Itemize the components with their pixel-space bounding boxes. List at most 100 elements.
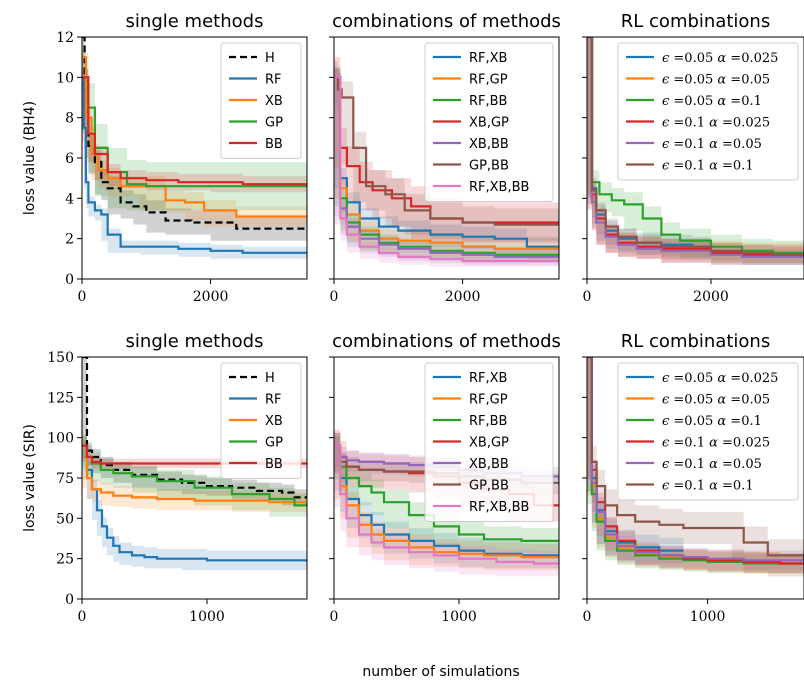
legend-label: RF,XB [469,371,507,386]
legend-eps: =0.05 [669,94,717,109]
legend-eps: =0.05 [669,393,717,408]
x-tick-label: 0 [330,289,339,305]
series-band-0 [334,67,559,259]
legend: RF,XB RF,GP RF,BB XB,GP XB,BB GP,BB RF,XB,BB [424,42,554,202]
plot-area [587,37,804,265]
x-tick-label: 0 [583,289,592,305]
subplot-title: single methods [126,11,264,32]
subplot-3: single methods loss value (SIR) 0 25 50 75 100… [22,331,308,625]
series-band-5 [587,37,804,263]
x-tick-label: 2000 [693,289,729,305]
series-band-1 [82,71,307,259]
series-band-2 [334,432,559,554]
y-tick-label: 0 [65,592,74,608]
legend-label: BB [265,457,283,472]
legend-label: ϵ =0.05 α =0.05 [662,73,770,88]
subplot-title: combinations of methods [332,11,561,32]
legend-box [617,362,799,501]
series-band-5 [334,61,559,241]
legend-alpha: =0.05 [726,73,770,88]
legend: ϵ =0.05 α =0.025 ϵ =0.05 α =0.05 ϵ =0.05 α… [617,362,799,501]
series-band-1 [334,432,559,570]
series-band-3 [587,37,804,265]
legend-eps: =0.1 [669,479,709,494]
series-band-0 [82,357,307,506]
legend: RF,XB RF,GP RF,BB XB,GP XB,BB GP,BB RF,XB,BB [424,362,554,522]
legend-eps: =0.05 [669,414,717,429]
subplot-title: combinations of methods [332,331,561,352]
legend-alpha: =0.025 [718,436,770,451]
series-band-4 [587,357,804,570]
legend-label: GP [265,436,283,451]
legend-label: H [265,51,275,66]
legend-label: XB,GP [469,116,509,131]
legend-alpha: =0.025 [726,51,778,66]
series-band-1 [587,357,804,574]
series-band-0 [82,37,307,241]
legend: H RF XB GP BB [220,362,302,479]
y-tick-label: 6 [65,151,74,167]
legend-eps: =0.1 [669,159,709,174]
legend-box [220,362,302,479]
series-band-1 [587,37,804,263]
legend-label: ϵ =0.1 α =0.1 [662,479,754,494]
x-tick-label: 2000 [445,289,481,305]
legend: H RF XB GP BB [220,42,302,159]
legend-label: XB [265,414,283,429]
series-line-0 [82,37,307,230]
legend-box [220,42,302,159]
legend-label: XB [265,94,283,109]
series-line-2 [334,444,559,542]
legend-label: RF,BB [469,94,507,109]
legend-label: RF [265,393,282,408]
subplot-0: single methods loss value (BH4) 0 2 4 6 8 10 12 0… [22,11,308,305]
y-tick-label: 25 [56,552,74,568]
subplot-title: RL combinations [621,331,770,352]
series-line-1 [82,76,307,254]
series-line-1 [334,76,559,251]
legend-label: H [265,371,275,386]
legend-label: XB,BB [469,457,509,472]
series-band-0 [587,37,711,257]
x-tick-label: 1000 [441,609,477,625]
legend-eps: =0.05 [669,73,717,88]
legend-box [424,42,554,202]
x-tick-label: 0 [583,609,592,625]
series-line-6 [334,76,559,262]
x-tick-label: 2000 [193,289,229,305]
y-tick-label: 100 [47,431,74,447]
legend-label: XB,BB [469,137,509,152]
plot-area [587,357,804,577]
legend-label: ϵ =0.05 α =0.025 [662,371,778,386]
x-tick-label: 1000 [189,609,225,625]
legend-label: ϵ =0.05 α =0.025 [662,51,778,66]
series-line-2 [82,444,307,504]
y-axis-label: loss value (BH4) [22,101,38,215]
legend-label: GP,BB [469,479,509,494]
legend-label: XB,GP [469,436,509,451]
legend-label: RF,GP [469,73,508,88]
legend-alpha: =0.1 [726,94,762,109]
legend-eps: =0.1 [669,137,709,152]
series-line-0 [82,357,307,499]
legend-box [617,42,799,181]
legend-label: RF [265,73,282,88]
series-band-0 [587,357,684,564]
y-tick-label: 2 [65,232,74,248]
series-line-4 [82,76,307,186]
series-band-3 [334,57,559,243]
legend-eps: =0.1 [669,436,709,451]
y-tick-label: 50 [56,511,74,527]
y-tick-label: 150 [47,350,74,366]
y-tick-label: 125 [47,390,74,406]
series-line-5 [334,76,559,226]
legend-alpha: =0.025 [726,371,778,386]
figure-xlabel: number of simulations [362,664,519,680]
legend-label: ϵ =0.05 α =0.1 [662,94,762,109]
series-line-2 [334,76,559,256]
legend-label: ϵ =0.1 α =0.025 [662,116,770,131]
legend-eps: =0.1 [669,457,709,472]
plot-area [82,37,307,259]
